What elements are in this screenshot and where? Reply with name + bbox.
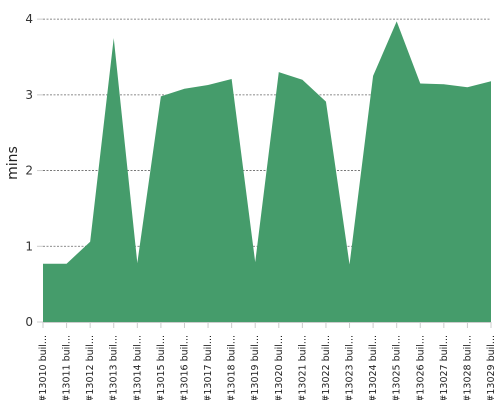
x-tick-label-7: #13017 buil... [203,335,214,400]
x-tick-label-18: #13028 buil... [462,335,473,400]
axis-layer [37,18,492,328]
x-tick-label-4: #13014 buil... [132,335,143,400]
x-tick-label-14: #13024 buil... [368,335,379,400]
y-tick-label-2: 2 [25,164,33,178]
x-tick-label-13: #13023 buil... [345,335,356,400]
x-tick-label-9: #13019 buil... [250,335,261,400]
x-tick-label-1: #13011 buil... [62,335,73,400]
x-tick-label-3: #13013 buil... [109,335,120,400]
area-layer [42,21,492,323]
y-axis-title: mins [5,146,21,180]
x-tick-label-10: #13020 buil... [274,335,285,400]
x-tick-label-2: #13012 buil... [85,335,96,400]
y-tick-label-3: 3 [25,88,33,102]
x-tick-label-19: #13029 buil... [486,335,497,400]
x-tick-label-16: #13026 buil... [415,335,426,400]
x-tick-label-8: #13018 buil... [227,335,238,400]
x-tick-label-6: #13016 buil... [179,335,190,400]
x-tick-label-15: #13025 buil... [392,335,403,400]
y-tick-label-4: 4 [25,12,33,26]
x-tick-label-17: #13027 buil... [439,335,450,400]
area-series [43,21,491,323]
x-tick-label-12: #13022 buil... [321,335,332,400]
label-layer: mins 0 1 2 3 4 #13010 buil... #13011 buil... #1… [5,12,497,400]
x-tick-label-0: #13010 buil... [38,335,49,400]
x-tick-label-5: #13015 buil... [156,335,167,400]
x-tick-label-11: #13021 buil... [297,335,308,400]
y-tick-label-0: 0 [25,315,33,329]
y-tick-label-1: 1 [25,239,33,253]
